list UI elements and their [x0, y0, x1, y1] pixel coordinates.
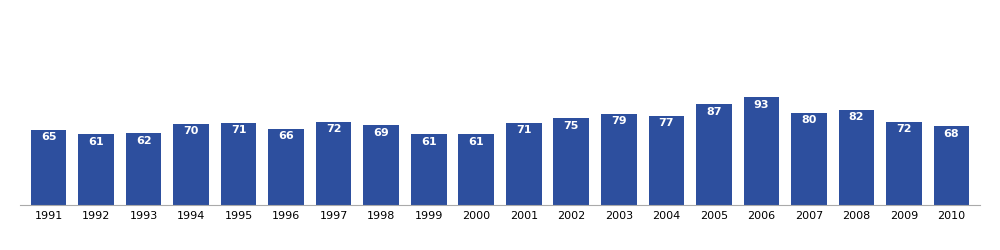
Text: 72: 72 [326, 124, 341, 134]
Text: 79: 79 [611, 116, 627, 126]
Text: 71: 71 [231, 125, 246, 135]
Bar [363, 125, 399, 205]
Bar [506, 123, 542, 205]
Text: 77: 77 [659, 118, 674, 128]
Bar [744, 98, 779, 205]
Text: 66: 66 [278, 131, 294, 141]
Text: 75: 75 [564, 120, 579, 130]
Text: 93: 93 [754, 100, 769, 110]
Bar [553, 118, 589, 205]
Text: 65: 65 [41, 132, 56, 142]
Text: 61: 61 [421, 137, 437, 147]
Bar [791, 112, 827, 205]
Text: 68: 68 [944, 129, 959, 139]
Bar [126, 133, 161, 205]
Text: 70: 70 [183, 126, 199, 136]
Text: 80: 80 [801, 115, 817, 125]
Bar [268, 129, 304, 205]
Bar [31, 130, 66, 205]
Bar [886, 122, 922, 205]
Bar [934, 126, 969, 205]
Bar [78, 134, 114, 205]
Text: 61: 61 [468, 137, 484, 147]
Text: 87: 87 [706, 107, 722, 117]
Bar [411, 134, 447, 205]
Text: 72: 72 [896, 124, 912, 134]
Text: 71: 71 [516, 125, 532, 135]
Bar [458, 134, 494, 205]
Bar [221, 123, 256, 205]
Bar [696, 104, 732, 205]
Bar [173, 124, 209, 205]
Bar [316, 122, 351, 205]
Text: 82: 82 [849, 112, 864, 122]
Text: 61: 61 [88, 137, 104, 147]
Text: 69: 69 [373, 128, 389, 138]
Bar [649, 116, 684, 205]
Text: 62: 62 [136, 136, 151, 145]
Bar [839, 110, 874, 205]
Bar [601, 114, 637, 205]
